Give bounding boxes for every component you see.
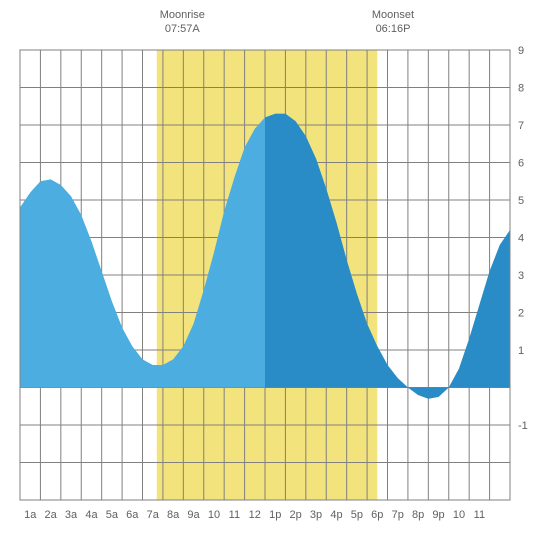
chart-svg: 1a2a3a4a5a6a7a8a9a1011121p2p3p4p5p6p7p8p… bbox=[0, 0, 550, 550]
svg-text:12: 12 bbox=[249, 509, 261, 521]
svg-text:2a: 2a bbox=[45, 509, 58, 521]
svg-text:10: 10 bbox=[453, 509, 465, 521]
svg-text:3p: 3p bbox=[310, 509, 322, 521]
svg-text:7a: 7a bbox=[147, 509, 160, 521]
svg-text:6a: 6a bbox=[126, 509, 139, 521]
svg-text:8p: 8p bbox=[412, 509, 424, 521]
svg-text:10: 10 bbox=[208, 509, 220, 521]
tide-chart: Moonrise 07:57A Moonset 06:16P 1a 2a 3a 4a 5… bbox=[0, 0, 550, 550]
moonrise-time: 07:57A bbox=[152, 22, 212, 36]
svg-text:4: 4 bbox=[518, 233, 524, 245]
svg-text:8a: 8a bbox=[167, 509, 180, 521]
moonrise-text: Moonrise bbox=[152, 8, 212, 22]
moonset-text: Moonset bbox=[363, 8, 423, 22]
svg-text:7: 7 bbox=[518, 120, 524, 132]
svg-text:6: 6 bbox=[518, 158, 524, 170]
svg-text:1: 1 bbox=[518, 345, 524, 357]
svg-text:5a: 5a bbox=[106, 509, 119, 521]
svg-text:3: 3 bbox=[518, 270, 524, 282]
svg-text:1p: 1p bbox=[269, 509, 281, 521]
moonset-label: Moonset 06:16P bbox=[363, 8, 423, 37]
svg-text:5: 5 bbox=[518, 195, 524, 207]
moonrise-label: Moonrise 07:57A bbox=[152, 8, 212, 37]
svg-text:1a: 1a bbox=[24, 509, 37, 521]
svg-text:9p: 9p bbox=[432, 509, 444, 521]
svg-text:11: 11 bbox=[474, 509, 485, 521]
svg-text:6p: 6p bbox=[371, 509, 383, 521]
svg-text:7p: 7p bbox=[392, 509, 404, 521]
svg-text:2p: 2p bbox=[290, 509, 302, 521]
svg-text:2: 2 bbox=[518, 308, 524, 320]
svg-text:4a: 4a bbox=[85, 509, 98, 521]
svg-text:9: 9 bbox=[518, 45, 524, 57]
svg-text:4p: 4p bbox=[330, 509, 342, 521]
svg-text:8: 8 bbox=[518, 83, 524, 95]
moonset-time: 06:16P bbox=[363, 22, 423, 36]
svg-text:3a: 3a bbox=[65, 509, 78, 521]
svg-text:-1: -1 bbox=[518, 420, 528, 432]
svg-text:5p: 5p bbox=[351, 509, 363, 521]
svg-text:9a: 9a bbox=[187, 509, 200, 521]
svg-text:11: 11 bbox=[229, 509, 240, 521]
